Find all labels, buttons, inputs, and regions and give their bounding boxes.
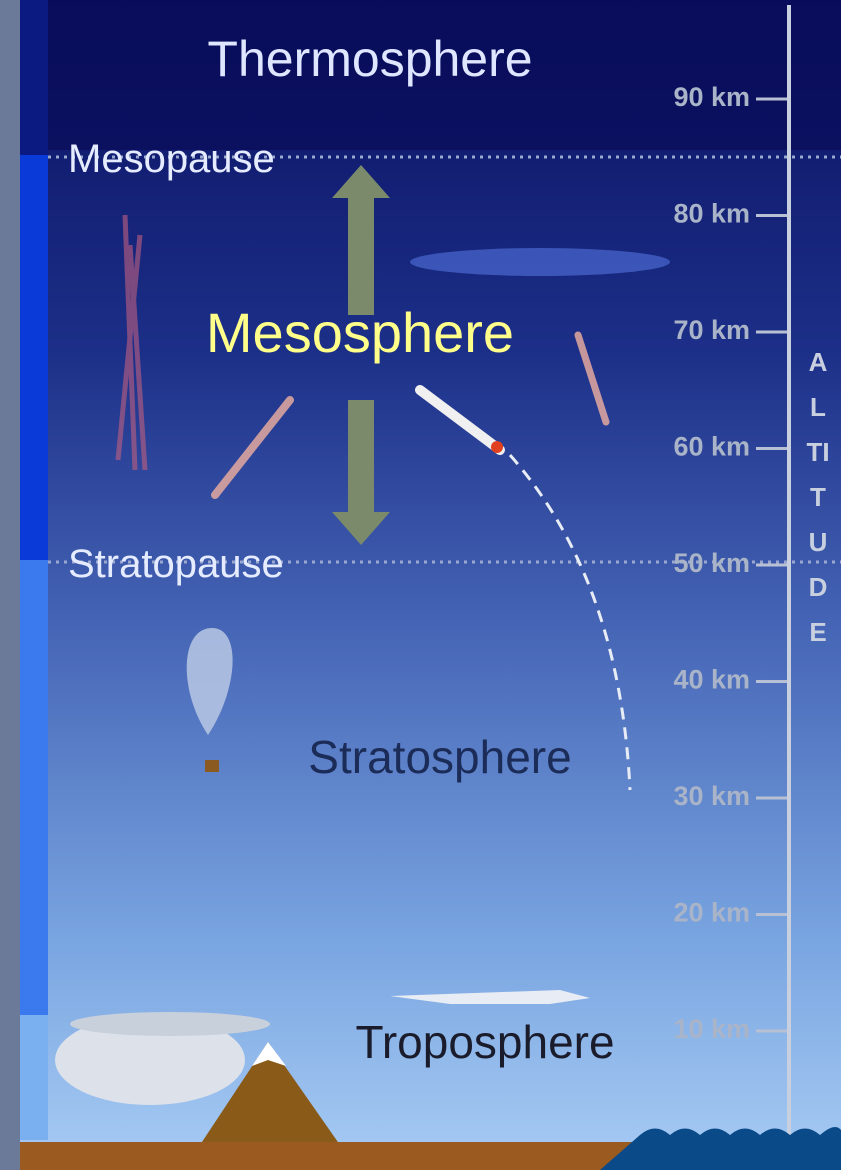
layer-label: Thermosphere	[207, 31, 532, 87]
trajectory	[508, 454, 632, 791]
tick-label: 90 km	[673, 82, 750, 112]
axis-label: ALTITUDE	[806, 347, 830, 647]
meteor	[211, 396, 294, 499]
tick-label: 10 km	[673, 1014, 750, 1044]
snowcap	[252, 1042, 286, 1066]
tick-label: 40 km	[673, 665, 750, 695]
mountain	[200, 1042, 340, 1145]
boundary-label: Mesopause	[68, 137, 275, 181]
balloon	[186, 628, 233, 735]
gondola	[205, 760, 219, 772]
boundary-label: Stratopause	[68, 542, 284, 586]
rocket-tail	[491, 441, 503, 453]
strip	[20, 1015, 48, 1140]
tick-label: 20 km	[673, 898, 750, 928]
strip	[20, 155, 48, 560]
sky	[20, 0, 841, 1170]
ocean	[600, 1126, 841, 1170]
storm-cloud	[55, 1015, 245, 1105]
strip	[20, 560, 48, 1015]
tick-label: 70 km	[673, 315, 750, 345]
layer-label: Troposphere	[355, 1016, 614, 1068]
layer-label: Stratosphere	[308, 731, 571, 783]
sprites	[115, 214, 148, 471]
layer-label: Mesosphere	[206, 301, 514, 364]
thermosphere-band	[20, 0, 841, 150]
tick-label: 30 km	[673, 781, 750, 811]
tick-label: 60 km	[673, 432, 750, 462]
altitude-ticks: 90 km 80 km 70 km 60 km 50 km 40 km 30 km 20 km…	[673, 82, 787, 1044]
arrow-down	[332, 400, 390, 545]
tick-label: 50 km	[673, 548, 750, 578]
meteor	[574, 331, 610, 426]
arrow-up	[332, 165, 390, 315]
rocket	[415, 385, 505, 455]
storm-cloud-anvil	[70, 1012, 270, 1036]
strip	[20, 0, 48, 155]
noctilucent-cloud	[410, 248, 670, 276]
plane	[390, 990, 590, 1004]
tick-label: 80 km	[673, 199, 750, 229]
axis-label-box: ALTITUDE	[806, 347, 830, 647]
